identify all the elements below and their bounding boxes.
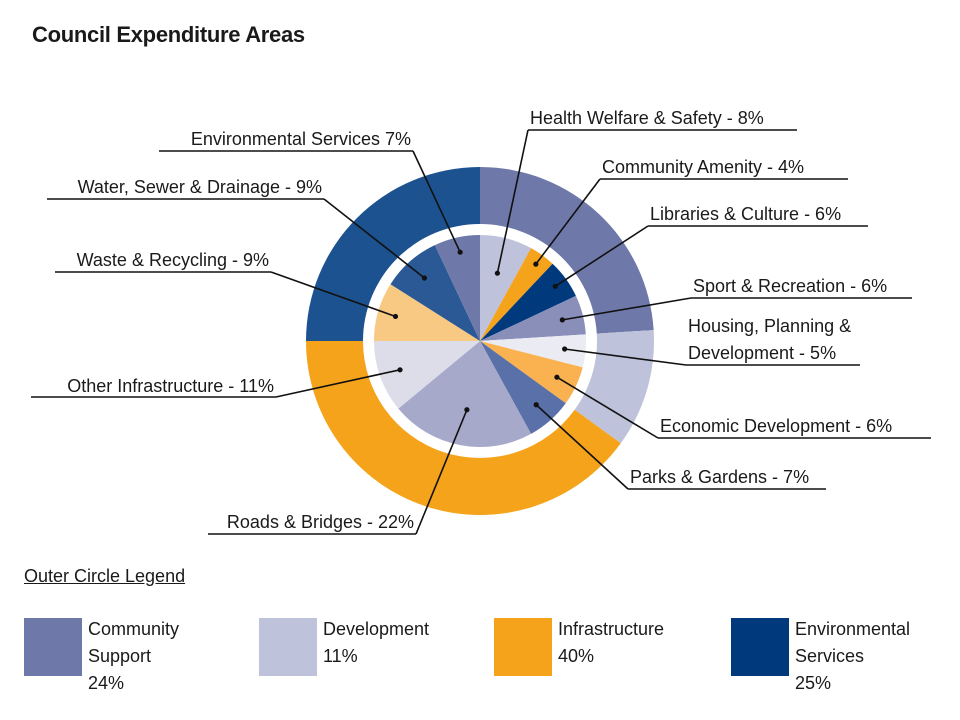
legend-label-line: 40% xyxy=(558,646,595,666)
leader-line-sport-recreation xyxy=(562,297,692,321)
slice-other-infrastructure xyxy=(374,341,480,409)
leader-line-housing-planning-development xyxy=(564,348,687,366)
slice-label-other-infrastructure: Other Infrastructure - 11% xyxy=(67,376,274,396)
legend-label-line: 25% xyxy=(795,673,832,693)
callouts: Health Welfare & Safety - 8% Community Am… xyxy=(31,108,931,535)
legend-label: Infrastructure 40% xyxy=(558,616,708,670)
chart-title: Council Expenditure Areas xyxy=(32,22,305,47)
slice-label-health-welfare-safety: Health Welfare & Safety - 8% xyxy=(530,108,764,128)
leader-line-libraries-culture xyxy=(554,225,649,288)
slice-label-housing-planning-development-line1: Housing, Planning & xyxy=(688,316,851,336)
slice-label-libraries-culture: Libraries & Culture - 6% xyxy=(650,204,841,224)
slice-sport-recreation xyxy=(480,295,586,341)
legend-swatch xyxy=(494,618,552,676)
legend-label-line: Services xyxy=(795,646,865,666)
slice-parks-gardens xyxy=(480,341,566,434)
slice-community-amenity xyxy=(480,248,553,341)
legend-label-line: Environmental xyxy=(795,619,911,639)
slice-label-roads-bridges: Roads & Bridges - 22% xyxy=(227,512,414,532)
legend-label-line: Support xyxy=(88,646,152,666)
slice-label-housing-planning-development-line2: Development - 5% xyxy=(688,343,836,363)
slice-label-economic-development: Economic Development - 6% xyxy=(660,416,892,436)
legend-label-line: 24% xyxy=(88,673,125,693)
leader-line-waste-recycling xyxy=(270,271,396,318)
legend-swatch xyxy=(259,618,317,676)
slice-waste-recycling xyxy=(374,284,480,341)
slice-label-community-amenity: Community Amenity - 4% xyxy=(602,157,804,177)
leader-line-health-welfare-safety xyxy=(496,129,529,274)
leader-line-roads-bridges xyxy=(415,409,468,535)
legend-label: Environmental Services 25% xyxy=(795,616,945,697)
legend-label-line: Development xyxy=(323,619,430,639)
slice-environmental-services xyxy=(434,235,480,341)
legend-title: Outer Circle Legend xyxy=(24,566,186,586)
leader-line-community-amenity xyxy=(535,178,601,265)
slice-label-parks-gardens: Parks & Gardens - 7% xyxy=(630,467,809,487)
legend-label-line: Community xyxy=(88,619,180,639)
legend-label-line: 11% xyxy=(323,646,358,666)
slice-label-sport-recreation: Sport & Recreation - 6% xyxy=(693,276,887,296)
legend-label-line: Infrastructure xyxy=(558,619,665,639)
outer-segment-community-support xyxy=(480,167,654,334)
leader-line-economic-development xyxy=(556,376,659,439)
leader-line-other-infrastructure xyxy=(275,369,401,398)
slice-label-water-sewer-drainage: Water, Sewer & Drainage - 9% xyxy=(78,177,322,197)
slice-health-welfare-safety xyxy=(480,235,532,341)
legend-swatch xyxy=(24,618,82,676)
slice-label-waste-recycling: Waste & Recycling - 9% xyxy=(77,250,269,270)
legend-swatch xyxy=(731,618,789,676)
inner-pie xyxy=(374,235,586,448)
slice-roads-bridges xyxy=(398,341,532,448)
leader-line-parks-gardens xyxy=(535,404,629,490)
legend-label: Community Support 24% xyxy=(88,616,238,697)
outer-segment-infrastructure xyxy=(306,341,621,515)
slice-economic-development xyxy=(480,341,583,404)
legend-label: Development 11% xyxy=(323,616,473,670)
leader-line-environmental-services xyxy=(412,150,461,253)
donut-chart: Health Welfare & Safety - 8% Community Am… xyxy=(31,108,931,535)
slice-housing-planning-development xyxy=(480,334,586,368)
leader-line-water-sewer-drainage xyxy=(323,198,425,279)
slice-libraries-culture xyxy=(480,263,576,341)
slice-label-environmental-services: Environmental Services 7% xyxy=(191,129,411,149)
